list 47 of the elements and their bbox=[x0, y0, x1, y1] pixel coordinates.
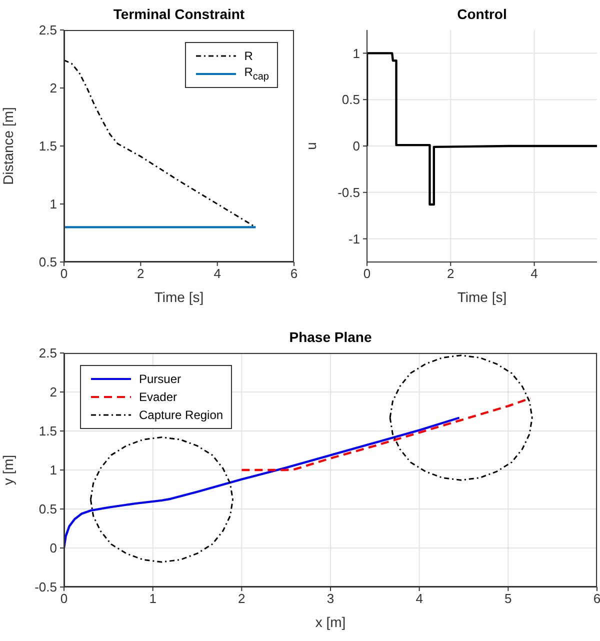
y-tick-label: 1 bbox=[352, 46, 360, 61]
x-tick-label: 0 bbox=[363, 266, 371, 282]
legend-label: R$_{cap}$ bbox=[244, 65, 269, 83]
x-tick-label: 1 bbox=[149, 591, 156, 606]
line-series bbox=[367, 52, 597, 206]
x-tick-label: 2 bbox=[238, 591, 246, 606]
chart-title: Phase Plane bbox=[288, 329, 373, 345]
chart-title: Control bbox=[456, 6, 508, 22]
x-tick-label: 2 bbox=[447, 266, 454, 282]
x-tick-label: 6 bbox=[593, 591, 600, 606]
chart-title: Terminal Constraint bbox=[112, 6, 246, 22]
x-axis-title: Time [s] bbox=[457, 289, 507, 305]
y-tick-label: 2 bbox=[50, 80, 57, 96]
legend-label: Capture Region bbox=[139, 408, 224, 422]
y-tick-label: 2.5 bbox=[38, 22, 57, 38]
legend-label: R bbox=[244, 49, 253, 63]
y-tick-label: 0.5 bbox=[342, 92, 360, 108]
y-tick-label: 2 bbox=[50, 384, 57, 400]
x-tick-label: 6 bbox=[290, 266, 298, 282]
y-axis-title: u bbox=[302, 142, 319, 150]
line-series bbox=[240, 397, 532, 472]
y-tick-label: -1 bbox=[348, 231, 360, 246]
y-tick-label: 0.5 bbox=[38, 254, 57, 270]
x-tick-label: 0 bbox=[60, 591, 68, 606]
y-tick-label: -0.5 bbox=[34, 580, 57, 595]
legend-label: Evader bbox=[139, 390, 178, 404]
y-tick-label: 0.5 bbox=[38, 502, 57, 517]
y-tick-label: 1.5 bbox=[38, 424, 57, 439]
y-tick-label: 2.5 bbox=[38, 346, 57, 361]
y-tick-label: 0 bbox=[352, 138, 360, 154]
x-tick-label: 0 bbox=[60, 266, 68, 282]
x-axis-title: Time [s] bbox=[154, 289, 204, 305]
y-tick-label: 0 bbox=[50, 540, 57, 556]
x-tick-label: 2 bbox=[137, 266, 144, 282]
legend-label: Pursuer bbox=[139, 372, 182, 386]
x-tick-label: 4 bbox=[530, 266, 538, 282]
x-tick-label: 4 bbox=[416, 591, 423, 606]
x-tick-label: 3 bbox=[326, 591, 334, 606]
y-tick-label: 1.5 bbox=[38, 138, 57, 154]
x-tick-label: 4 bbox=[214, 266, 221, 282]
y-tick-label: -0.5 bbox=[338, 185, 360, 200]
y-tick-label: 1 bbox=[50, 196, 57, 212]
x-tick-label: 5 bbox=[504, 591, 512, 606]
y-axis-title: y [m] bbox=[0, 454, 16, 486]
y-tick-label: 1 bbox=[50, 462, 57, 478]
y-axis-title: Distance [m] bbox=[0, 107, 16, 185]
x-axis-title: x [m] bbox=[315, 614, 346, 630]
